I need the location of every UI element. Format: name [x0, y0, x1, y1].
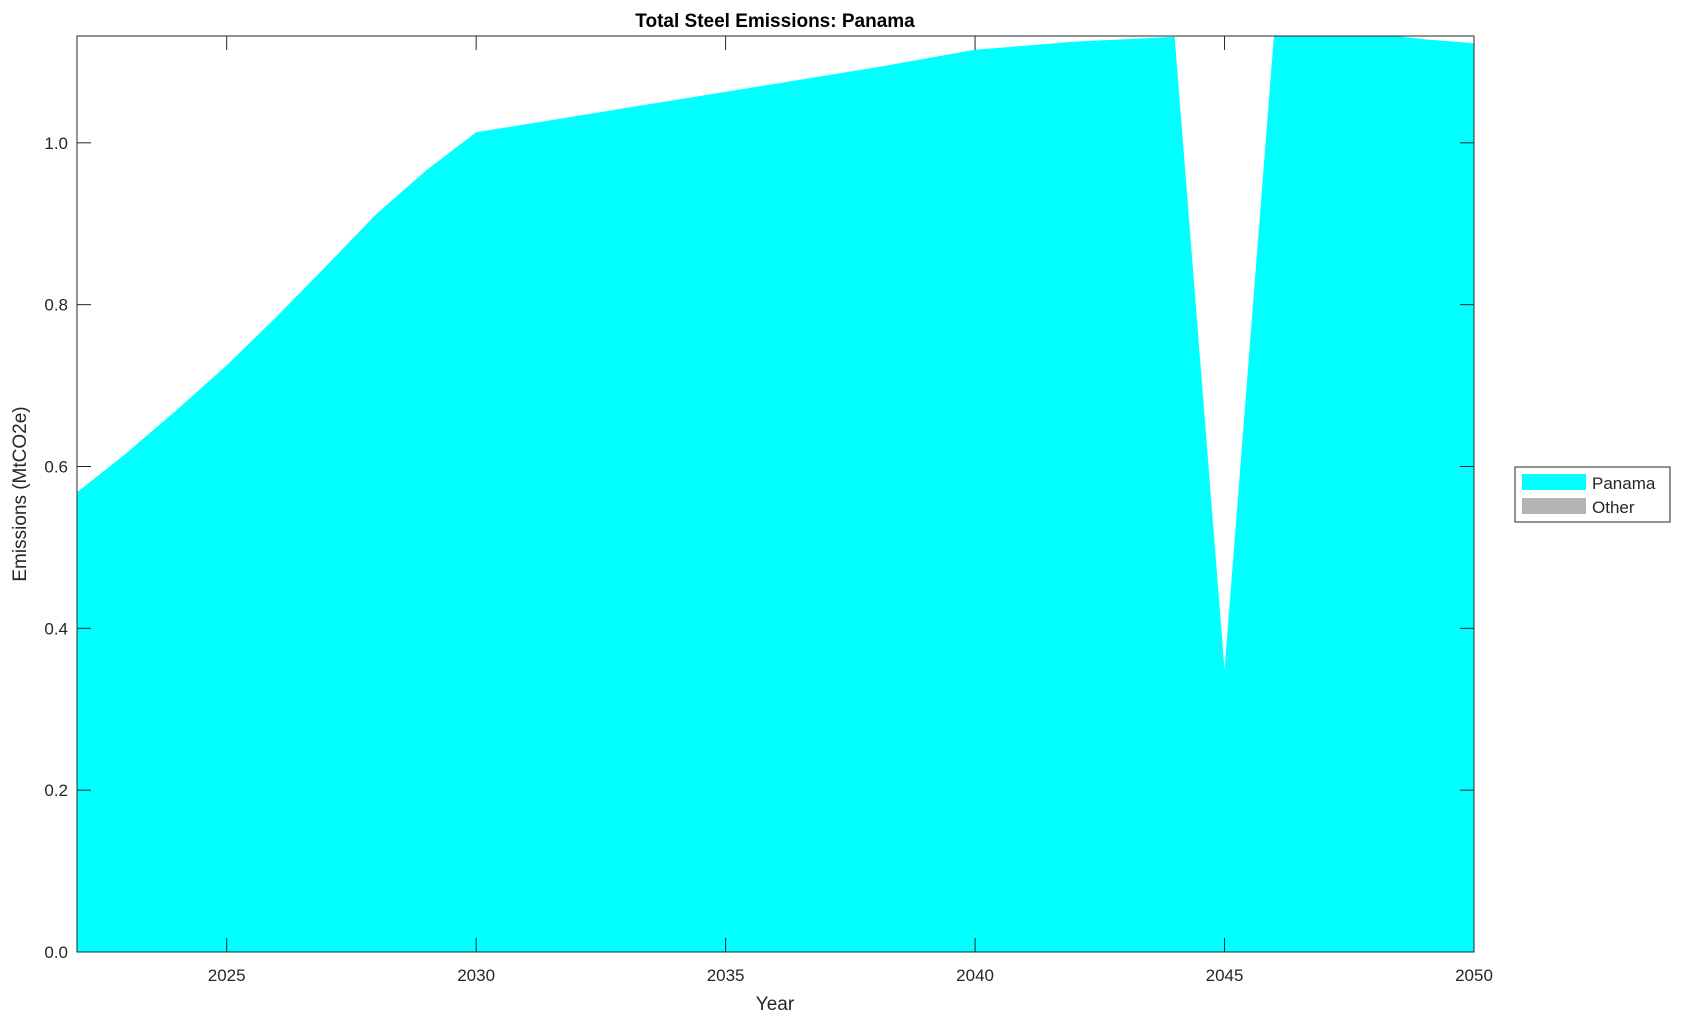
x-tick-label: 2050: [1455, 966, 1493, 985]
y-axis-label: Emissions (MtCO2e): [10, 406, 31, 581]
x-axis-label: Year: [756, 994, 795, 1015]
y-tick-label: 0.0: [44, 943, 68, 962]
y-tick-label: 0.2: [44, 781, 68, 800]
legend-swatch-other: [1522, 498, 1586, 514]
plot-frame: [76, 35, 1475, 953]
chart-title: Total Steel Emissions: Panama: [635, 11, 915, 32]
y-tick-label: 0.6: [44, 457, 68, 476]
x-tick-label: 2045: [1206, 966, 1244, 985]
x-tick-label: 2035: [707, 966, 745, 985]
x-tick-label: 2025: [208, 966, 246, 985]
area-panama: [77, 36, 1474, 952]
legend-label-panama: Panama: [1592, 474, 1656, 493]
x-tick-label: 2030: [457, 966, 495, 985]
y-tick-label: 1.0: [44, 134, 68, 153]
legend-swatch-panama: [1522, 474, 1586, 490]
y-tick-label: 0.4: [44, 619, 68, 638]
legend: Panama Other: [1514, 466, 1671, 523]
legend-label-other: Other: [1592, 498, 1635, 517]
y-tick-label: 0.8: [44, 296, 68, 315]
x-tick-label: 2040: [956, 966, 994, 985]
